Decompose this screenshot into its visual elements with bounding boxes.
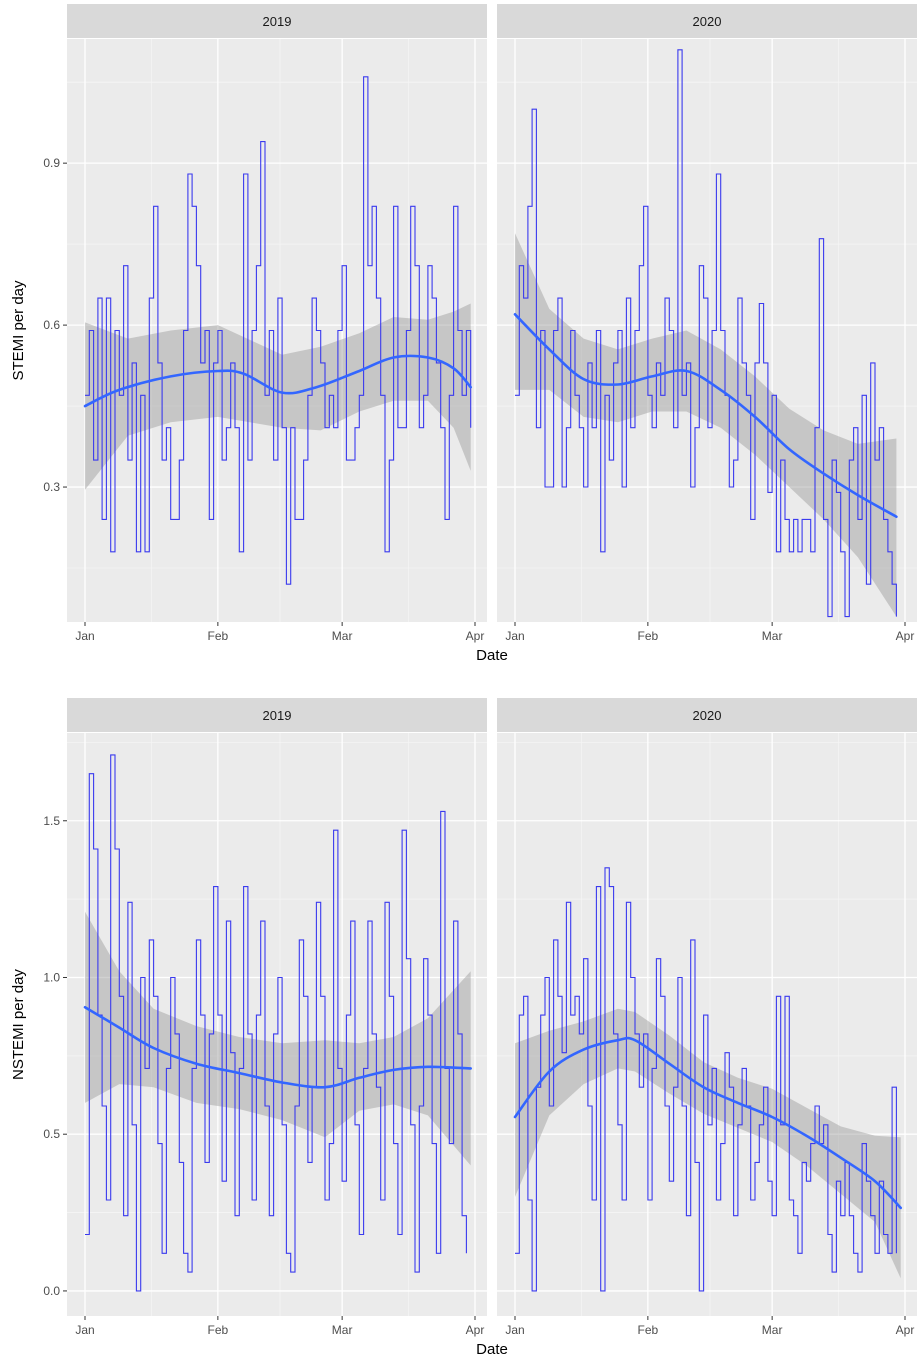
facet-panel: 2020 Jan Feb Mar Apr <box>497 4 917 643</box>
facet-panel: 2019 Jan Feb Mar Apr <box>67 698 487 1337</box>
y-tick-label: 0.9 <box>43 156 60 170</box>
x-axis-title: Date <box>476 1341 508 1358</box>
y-tick-label: 0.3 <box>43 480 60 494</box>
facet-strip <box>497 698 917 732</box>
x-tick-label: Feb <box>208 1323 229 1337</box>
facet-strip-label: 2019 <box>263 708 292 723</box>
daily-series-line <box>85 754 467 1292</box>
x-tick-label: Apr <box>466 1323 485 1337</box>
facet-strip-label: 2019 <box>263 14 292 29</box>
x-tick-label: Mar <box>332 629 353 643</box>
x-tick-label: Feb <box>638 629 659 643</box>
x-tick-label: Apr <box>896 629 915 643</box>
facet-panel: 2020 Jan Feb Mar Apr <box>497 698 917 1337</box>
x-axis-title: Date <box>476 647 508 664</box>
facet-strip-label: 2020 <box>693 708 722 723</box>
smooth-trend-line <box>513 1036 902 1210</box>
x-tick-label: Jan <box>75 1323 94 1337</box>
y-tick-label: 0.5 <box>43 1127 60 1141</box>
confidence-band <box>85 911 471 1166</box>
x-tick-label: Jan <box>75 629 94 643</box>
x-tick-label: Mar <box>762 1323 783 1337</box>
y-tick-label: 0.6 <box>43 318 60 332</box>
daily-series-line <box>85 76 472 585</box>
panel-background <box>497 733 917 1316</box>
y-axis-title: NSTEMI per day <box>10 969 27 1080</box>
x-tick-label: Feb <box>208 629 229 643</box>
y-axis-title: STEMI per day <box>10 280 27 381</box>
facet-strip <box>497 4 917 38</box>
panel-background <box>497 39 917 622</box>
x-tick-label: Feb <box>638 1323 659 1337</box>
x-tick-label: Jan <box>505 1323 524 1337</box>
panel-background <box>67 39 487 622</box>
y-tick-label: 0.0 <box>43 1284 60 1298</box>
daily-series-line <box>515 49 897 618</box>
y-tick-label: 1.5 <box>43 814 60 828</box>
facet-strip <box>67 4 487 38</box>
chart-stemi: 2019 Jan Feb Mar Apr 2020 Jan Feb Mar Apr 0.3 0.6 0.… <box>10 4 917 664</box>
x-tick-label: Mar <box>332 1323 353 1337</box>
facet-strip <box>67 698 487 732</box>
smooth-trend-line <box>83 354 472 408</box>
x-tick-label: Jan <box>505 629 524 643</box>
smooth-trend-line <box>513 313 898 518</box>
y-tick-label: 1.0 <box>43 970 60 984</box>
x-tick-label: Apr <box>466 629 485 643</box>
chart-nstemi: 2019 Jan Feb Mar Apr 2020 Jan Feb Mar Apr 0.0 0.5 1.… <box>10 698 917 1358</box>
daily-series-line <box>515 867 897 1292</box>
x-tick-label: Mar <box>762 629 783 643</box>
x-tick-label: Apr <box>896 1323 915 1337</box>
facet-panel: 2019 Jan Feb Mar Apr <box>67 4 487 643</box>
panel-background <box>67 733 487 1316</box>
smooth-trend-line <box>83 1006 472 1089</box>
facet-strip-label: 2020 <box>693 14 722 29</box>
